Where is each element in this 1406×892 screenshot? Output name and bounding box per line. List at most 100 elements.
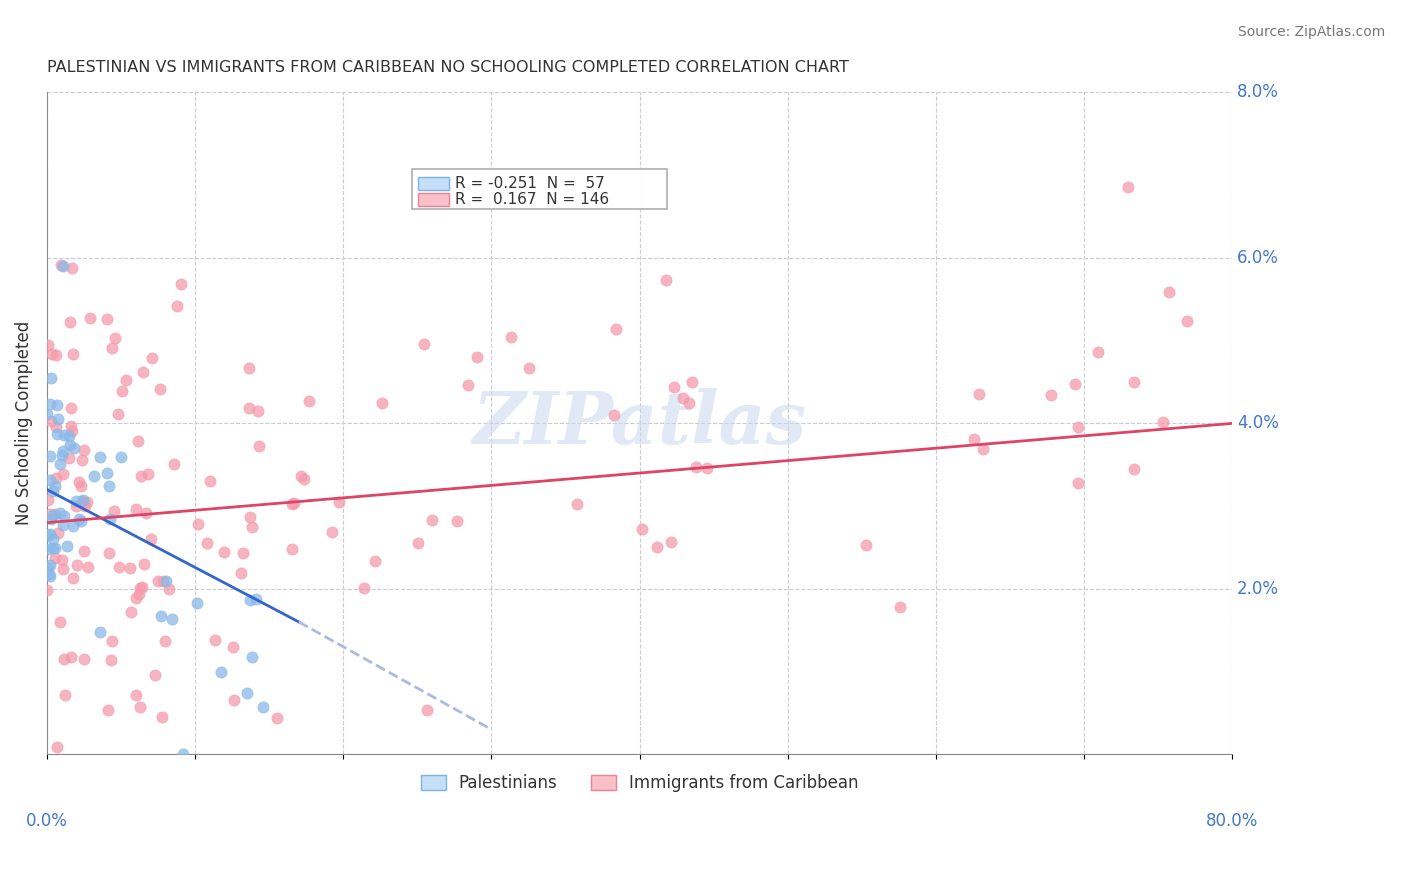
Point	[89, 450, 111, 464]
Point	[364, 554, 387, 568]
Point	[75, 499, 97, 513]
Point	[52, 652, 75, 666]
Point	[39, 507, 62, 521]
FancyBboxPatch shape	[418, 178, 449, 190]
Point	[42, 484, 65, 499]
Point	[44, 550, 66, 565]
Point	[659, 534, 682, 549]
Point	[46, 526, 69, 541]
Text: 8.0%: 8.0%	[1237, 84, 1278, 102]
Point	[157, 582, 180, 596]
Point	[129, 700, 152, 714]
Point	[672, 391, 695, 405]
Point	[37, 582, 59, 597]
Point	[37, 528, 59, 542]
Point	[630, 522, 652, 536]
Point	[135, 506, 157, 520]
Point	[239, 593, 262, 607]
Point	[38, 449, 60, 463]
Point	[52, 562, 75, 576]
Point	[1064, 376, 1087, 391]
Point	[65, 500, 87, 514]
Point	[38, 527, 60, 541]
Point	[49, 258, 72, 272]
Point	[46, 739, 69, 754]
Text: ZIPatlas: ZIPatlas	[472, 388, 807, 458]
Point	[52, 427, 75, 442]
Point	[72, 493, 94, 508]
Point	[605, 322, 627, 336]
Point	[39, 371, 62, 385]
Point	[51, 467, 73, 481]
FancyBboxPatch shape	[418, 193, 449, 206]
Point	[110, 384, 132, 399]
Point	[290, 469, 312, 483]
Point	[62, 571, 84, 585]
Point	[457, 378, 479, 392]
Point	[37, 407, 59, 421]
Point	[37, 561, 59, 575]
Point	[67, 475, 90, 489]
Point	[37, 493, 59, 508]
Point	[155, 574, 177, 588]
Point	[465, 350, 488, 364]
Point	[52, 517, 75, 532]
Point	[39, 397, 62, 411]
Point	[60, 650, 83, 665]
Point	[76, 494, 98, 508]
Point	[149, 382, 172, 396]
Point	[52, 443, 75, 458]
Point	[163, 458, 186, 472]
Point	[45, 348, 67, 362]
Point	[73, 652, 96, 666]
Point	[62, 518, 84, 533]
Point	[281, 497, 304, 511]
Point	[963, 432, 986, 446]
Text: 2.0%: 2.0%	[1237, 580, 1279, 598]
Point	[67, 511, 90, 525]
Point	[42, 532, 65, 546]
Point	[65, 494, 87, 508]
Point	[125, 688, 148, 702]
FancyBboxPatch shape	[412, 169, 666, 209]
Point	[39, 414, 62, 428]
Point	[120, 605, 142, 619]
Point	[98, 478, 121, 492]
Point	[51, 448, 73, 462]
Point	[104, 331, 127, 345]
Point	[149, 608, 172, 623]
Point	[1039, 388, 1062, 402]
Point	[238, 401, 260, 415]
Point	[59, 419, 82, 434]
Point	[170, 277, 193, 292]
Point	[283, 496, 305, 510]
Point	[229, 566, 252, 580]
Point	[298, 393, 321, 408]
Point	[696, 460, 718, 475]
Point	[238, 361, 260, 376]
Point	[108, 559, 131, 574]
Point	[58, 451, 80, 466]
Point	[655, 273, 678, 287]
Point	[49, 507, 72, 521]
Point	[125, 501, 148, 516]
Point	[38, 566, 60, 581]
Text: Source: ZipAtlas.com: Source: ZipAtlas.com	[1237, 25, 1385, 39]
Point	[70, 478, 93, 492]
Point	[198, 474, 221, 488]
Point	[603, 408, 626, 422]
Point	[517, 360, 540, 375]
Text: 4.0%: 4.0%	[1237, 415, 1278, 433]
Point	[160, 612, 183, 626]
Text: PALESTINIAN VS IMMIGRANTS FROM CARIBBEAN NO SCHOOLING COMPLETED CORRELATION CHAR: PALESTINIAN VS IMMIGRANTS FROM CARIBBEAN…	[46, 60, 849, 75]
Point	[146, 574, 169, 588]
Point	[855, 538, 877, 552]
Point	[52, 509, 75, 524]
Point	[321, 524, 343, 539]
Point	[98, 512, 121, 526]
Point	[62, 347, 84, 361]
Point	[96, 467, 118, 481]
Point	[98, 546, 121, 560]
Point	[115, 373, 138, 387]
Point	[131, 580, 153, 594]
